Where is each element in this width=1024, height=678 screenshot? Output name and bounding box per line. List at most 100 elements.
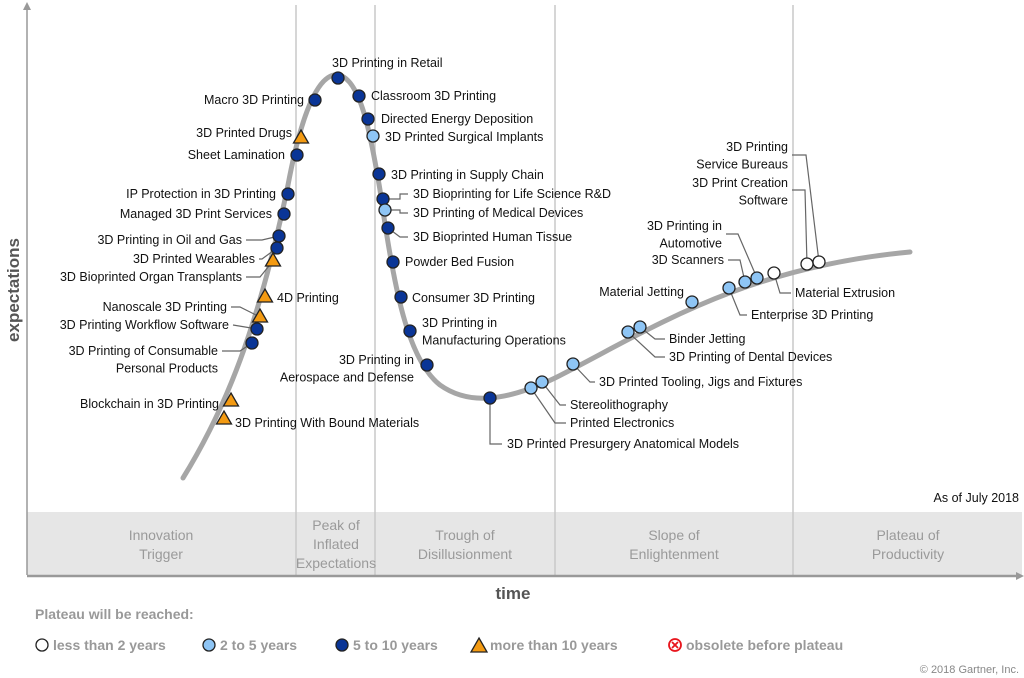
tech-marker-circle[interactable] bbox=[750, 271, 764, 285]
phase-label: Disillusionment bbox=[418, 546, 512, 562]
tech-label: Personal Products bbox=[116, 362, 218, 376]
tech-marker-circle[interactable] bbox=[277, 207, 291, 221]
tech-marker-triangle[interactable] bbox=[215, 409, 233, 425]
phase-label: Enlightenment bbox=[629, 546, 719, 562]
tech-marker-circle[interactable] bbox=[633, 320, 647, 334]
tech-marker-triangle[interactable] bbox=[264, 251, 282, 267]
leader-line bbox=[773, 272, 791, 294]
leader-line bbox=[541, 381, 566, 406]
tech-marker-circle[interactable] bbox=[621, 325, 635, 339]
legend-label: 2 to 5 years bbox=[220, 637, 297, 653]
tech-label: 3D Printed Tooling, Jigs and Fixtures bbox=[599, 375, 802, 389]
phase-label: Expectations bbox=[296, 555, 376, 571]
dark-blue-circle-icon bbox=[335, 638, 349, 652]
tech-label: Sheet Lamination bbox=[188, 148, 285, 162]
legend-label: 5 to 10 years bbox=[353, 637, 438, 653]
tech-label: 3D Printed Presurgery Anatomical Models bbox=[507, 437, 739, 451]
phase-label: Inflated bbox=[313, 536, 359, 552]
tech-marker-circle[interactable] bbox=[270, 241, 284, 255]
tech-marker-circle[interactable] bbox=[403, 324, 417, 338]
tech-label: Consumer 3D Printing bbox=[412, 291, 535, 305]
tech-marker-circle[interactable] bbox=[767, 266, 781, 280]
tech-marker-circle[interactable] bbox=[394, 290, 408, 304]
tech-label: Automotive bbox=[659, 237, 722, 251]
tech-marker-circle[interactable] bbox=[361, 112, 375, 126]
tech-label: IP Protection in 3D Printing bbox=[126, 187, 276, 201]
copyright: © 2018 Gartner, Inc. bbox=[920, 664, 1019, 676]
tech-marker-circle[interactable] bbox=[272, 229, 286, 243]
tech-marker-circle[interactable] bbox=[800, 257, 814, 271]
legend-label: more than 10 years bbox=[490, 637, 618, 653]
tech-label: 3D Printed Surgical Implants bbox=[385, 130, 543, 144]
tech-marker-circle[interactable] bbox=[381, 221, 395, 235]
tech-marker-circle[interactable] bbox=[245, 336, 259, 350]
phase-dividers bbox=[295, 5, 794, 575]
tech-label: Service Bureaus bbox=[696, 158, 788, 172]
tech-marker-circle[interactable] bbox=[281, 187, 295, 201]
legend-title: Plateau will be reached: bbox=[35, 606, 194, 622]
tech-label: Stereolithography bbox=[570, 398, 669, 412]
tech-marker-circle[interactable] bbox=[722, 281, 736, 295]
tech-marker-circle[interactable] bbox=[372, 167, 386, 181]
tech-marker-circle[interactable] bbox=[483, 391, 497, 405]
tech-label: Enterprise 3D Printing bbox=[751, 308, 873, 322]
tech-marker-circle[interactable] bbox=[331, 71, 345, 85]
legend-label: less than 2 years bbox=[53, 637, 166, 653]
y-axis-label: expectations bbox=[4, 238, 23, 342]
leader-line bbox=[627, 331, 665, 358]
tech-marker-circle[interactable] bbox=[738, 275, 752, 289]
tech-label: 3D Printing Workflow Software bbox=[60, 318, 229, 332]
tech-label: 3D Printing of Dental Devices bbox=[669, 350, 832, 364]
tech-label: Managed 3D Print Services bbox=[120, 207, 272, 221]
leader-line bbox=[728, 259, 746, 283]
tech-label: 3D Printing in bbox=[422, 316, 497, 330]
phase-label: Plateau of bbox=[876, 527, 939, 543]
tech-marker-circle[interactable] bbox=[812, 255, 826, 269]
tech-marker-circle[interactable] bbox=[352, 89, 366, 103]
tech-marker-circle[interactable] bbox=[308, 93, 322, 107]
tech-marker-circle[interactable] bbox=[386, 255, 400, 269]
tech-label: Blockchain in 3D Printing bbox=[80, 397, 219, 411]
phase-label: Trigger bbox=[139, 546, 183, 562]
tech-marker-triangle[interactable] bbox=[256, 287, 274, 303]
phase-label: Productivity bbox=[872, 546, 944, 562]
tech-label: 3D Bioprinted Human Tissue bbox=[413, 230, 572, 244]
tech-marker-circle[interactable] bbox=[566, 357, 580, 371]
tech-label: 3D Printing With Bound Materials bbox=[235, 416, 419, 430]
tech-marker-circle[interactable] bbox=[685, 295, 699, 309]
tech-marker-triangle[interactable] bbox=[251, 307, 269, 323]
tech-marker-circle[interactable] bbox=[524, 381, 538, 395]
leader-line bbox=[728, 287, 747, 316]
phase-label: Trough of bbox=[435, 527, 495, 543]
tech-marker-triangle[interactable] bbox=[292, 128, 310, 144]
tech-label: 3D Printing in bbox=[647, 219, 722, 233]
tech-label: Powder Bed Fusion bbox=[405, 255, 514, 269]
tech-label: 3D Printing of Consumable bbox=[69, 344, 218, 358]
tech-marker-circle[interactable] bbox=[378, 203, 392, 217]
tech-marker-circle[interactable] bbox=[376, 192, 390, 206]
tech-label: 3D Printing in Oil and Gas bbox=[97, 233, 242, 247]
tech-label: Printed Electronics bbox=[570, 416, 674, 430]
tech-label: 3D Printing in Supply Chain bbox=[391, 168, 544, 182]
tech-marker-circle[interactable] bbox=[250, 322, 264, 336]
light-blue-circle-icon bbox=[202, 638, 216, 652]
leader-line bbox=[572, 363, 595, 383]
tech-label: 3D Printing bbox=[726, 140, 788, 154]
leader-line bbox=[792, 154, 820, 263]
y-axis-arrow-icon bbox=[23, 2, 31, 10]
tech-marker-circle[interactable] bbox=[290, 148, 304, 162]
tech-marker-circle[interactable] bbox=[366, 129, 380, 143]
tech-label: 3D Scanners bbox=[652, 253, 724, 267]
tech-label: 3D Printing in Retail bbox=[332, 56, 442, 70]
x-axis-arrow-icon bbox=[1016, 572, 1024, 580]
tech-marker-circle[interactable] bbox=[535, 375, 549, 389]
phase-label: Peak of bbox=[312, 517, 360, 533]
legend-label: obsolete before plateau bbox=[686, 637, 843, 653]
tech-label: Aerospace and Defense bbox=[280, 371, 414, 385]
tech-marker-triangle[interactable] bbox=[222, 391, 240, 407]
leader-line bbox=[385, 209, 408, 214]
tech-label: Software bbox=[739, 194, 788, 208]
tech-label: 3D Print Creation bbox=[692, 176, 788, 190]
tech-marker-circle[interactable] bbox=[420, 358, 434, 372]
